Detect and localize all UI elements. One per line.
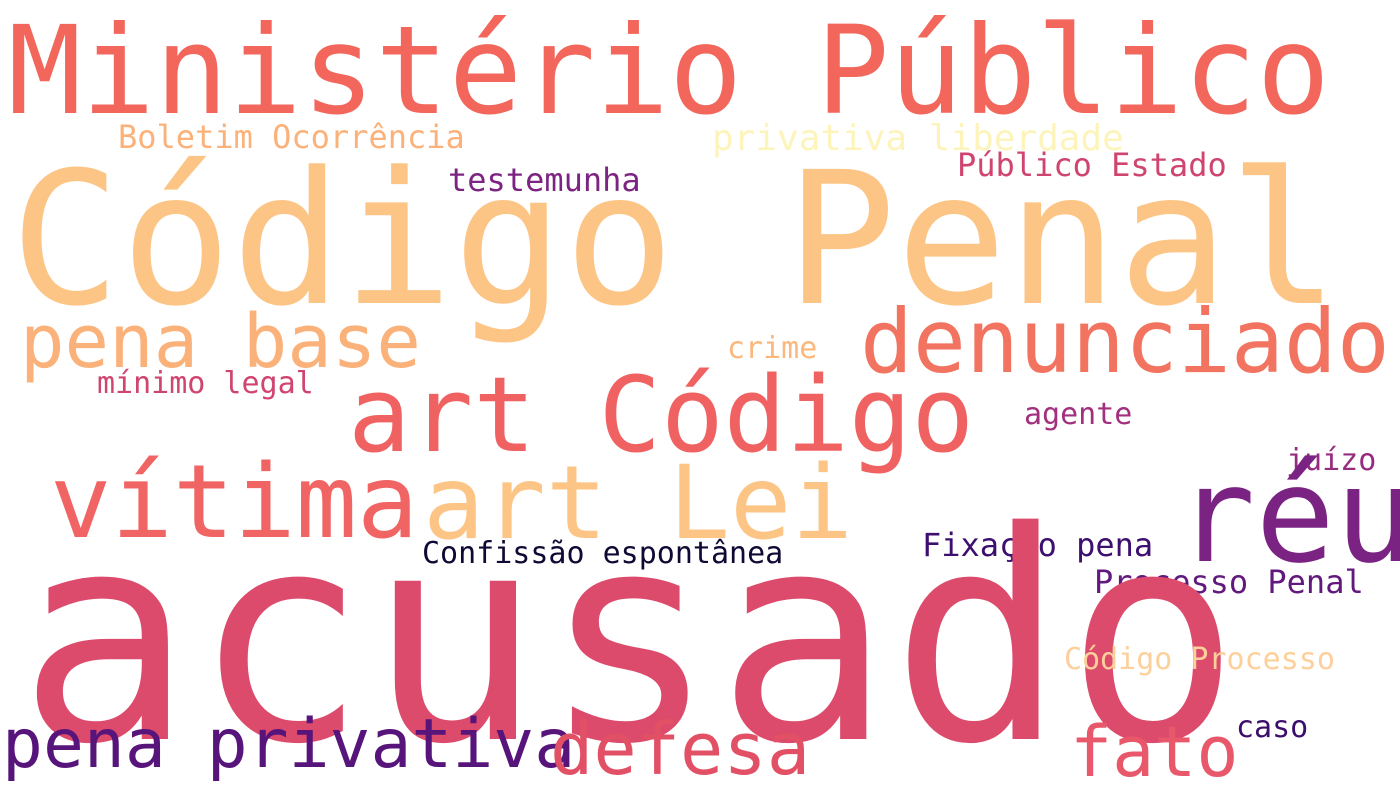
word-caso: caso	[1236, 710, 1309, 745]
word-juizo: juízo	[1286, 443, 1377, 478]
word-testemunha: testemunha	[448, 161, 641, 199]
word-boletim-ocorrencia: Boletim Ocorrência	[118, 118, 465, 156]
word-processo-penal: Processo Penal	[1094, 563, 1364, 601]
word-fato: fato	[1070, 711, 1239, 793]
word-pena-base: pena base	[20, 299, 421, 385]
word-publico-estado: Público Estado	[957, 146, 1227, 184]
word-confissao-espontanea: Confissão espontânea	[422, 536, 784, 571]
word-acusado: acusado	[18, 471, 1241, 800]
word-reu: réu	[1176, 439, 1400, 593]
word-agente: agente	[1024, 397, 1133, 432]
word-vitima: vítima	[50, 443, 419, 562]
word-denunciado: denunciado	[860, 290, 1390, 393]
word-privativa-liberdade: privativa liberdade	[712, 118, 1124, 159]
word-art-lei: art Lei	[423, 444, 853, 563]
word-codigo-penal: Código Penal	[10, 133, 1340, 347]
word-fixacao-pena: Fixação pena	[922, 526, 1154, 564]
word-minimo-legal: mínimo legal	[97, 366, 314, 401]
word-crime: crime	[727, 331, 818, 366]
word-defesa: defesa	[550, 707, 811, 791]
word-codigo-processo: Código Processo	[1064, 642, 1335, 677]
word-pena-privativa: pena privativa	[2, 705, 576, 784]
word-art-codigo: art Código	[348, 354, 975, 476]
word-ministerio-publico: Ministério Público	[8, 0, 1331, 142]
